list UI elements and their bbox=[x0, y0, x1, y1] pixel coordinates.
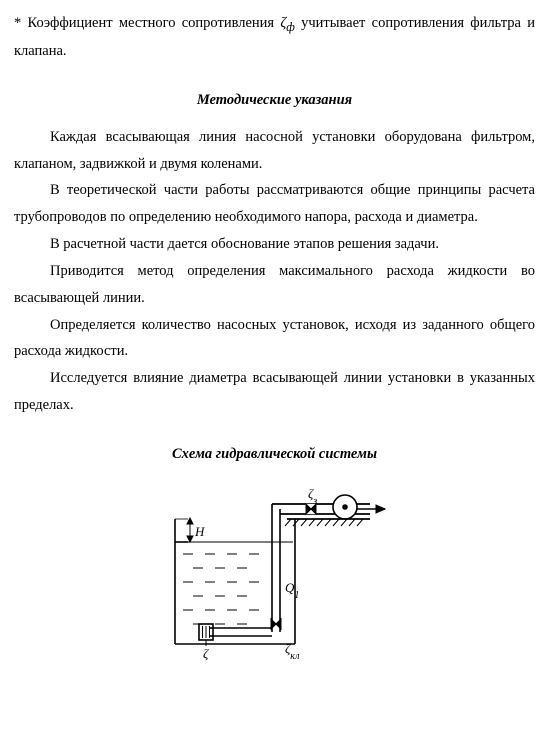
svg-text:Q1: Q1 bbox=[285, 580, 299, 601]
para-3: В расчетной части дается обоснование эта… bbox=[14, 231, 535, 258]
heading-scheme: Схема гидравлической системы bbox=[14, 441, 535, 468]
para-6: Исследуется влияние диаметра всасывающей… bbox=[14, 365, 535, 419]
footnote: * Коэффициент местного сопротивления ζф … bbox=[14, 10, 535, 65]
svg-text:H: H bbox=[194, 524, 205, 539]
heading-method: Методические указания bbox=[14, 87, 535, 114]
svg-text:ζ: ζ bbox=[203, 646, 209, 661]
para-2: В теоретической части работы рассматрива… bbox=[14, 177, 535, 231]
para-4: Приводится метод определения максимально… bbox=[14, 258, 535, 312]
para-1: Каждая всасывающая линия насосной устано… bbox=[14, 124, 535, 178]
hydraulic-diagram: HζзQ1ζклζ bbox=[14, 474, 535, 674]
para-5: Определяется количество насосных установ… bbox=[14, 312, 535, 366]
